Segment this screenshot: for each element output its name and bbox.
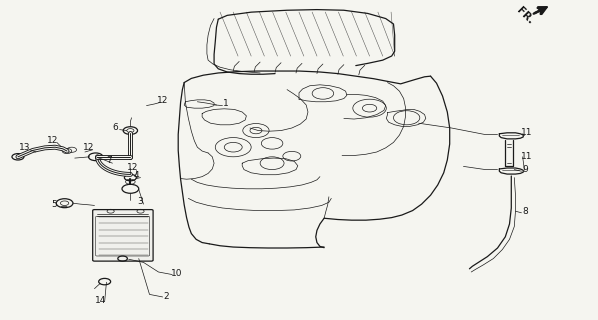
Text: 11: 11 <box>520 128 532 137</box>
Text: 3: 3 <box>138 197 144 206</box>
Text: 6: 6 <box>112 123 118 132</box>
Text: 12: 12 <box>47 136 59 145</box>
Text: 13: 13 <box>19 143 31 152</box>
Text: 11: 11 <box>520 152 532 161</box>
Text: FR.: FR. <box>515 6 535 26</box>
Text: 5: 5 <box>51 200 57 209</box>
Text: 9: 9 <box>522 165 528 174</box>
Text: 8: 8 <box>522 207 528 216</box>
Text: 4: 4 <box>133 171 139 180</box>
Text: 12: 12 <box>83 143 94 152</box>
Text: 2: 2 <box>163 292 169 301</box>
Text: 10: 10 <box>170 269 182 278</box>
Text: 14: 14 <box>94 296 106 305</box>
Text: 12: 12 <box>127 163 139 172</box>
Text: 12: 12 <box>157 96 169 105</box>
Text: 1: 1 <box>223 100 229 108</box>
FancyBboxPatch shape <box>93 210 153 261</box>
Text: 7: 7 <box>106 156 112 165</box>
